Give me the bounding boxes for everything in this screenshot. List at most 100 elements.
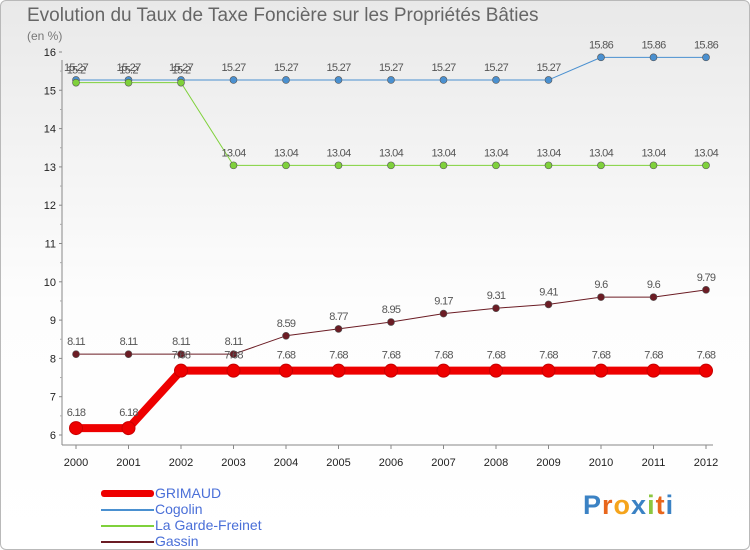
data-point-cogolin [282,76,290,84]
data-label-gassin: 9.17 [434,296,453,308]
series-group [69,53,713,436]
data-point-la-garde-freinet [177,78,185,87]
data-label-la-garde-freinet: 13.04 [431,147,456,159]
data-point-cogolin [439,76,448,84]
logo-letter: t [655,490,666,520]
data-point-cogolin [702,53,710,62]
data-label-grimaud: 7.68 [592,350,611,362]
data-point-grimaud [331,363,346,378]
data-label-cogolin: 15.27 [116,62,141,74]
data-point-la-garde-freinet [72,78,80,87]
x-tick-label: 2002 [169,457,193,469]
data-label-grimaud: 7.68 [382,350,401,362]
data-point-cogolin [229,76,238,84]
data-point-cogolin [492,76,500,84]
data-label-cogolin: 15.86 [589,39,614,51]
data-point-grimaud [489,363,503,378]
data-point-cogolin [649,53,658,62]
data-label-grimaud: 7.68 [224,350,243,362]
data-label-gassin: 8.11 [172,336,190,348]
y-tick-label: 10 [44,277,56,289]
data-label-la-garde-freinet: 15.2 [172,65,191,77]
data-label-cogolin: 15.27 [221,62,246,74]
data-point-la-garde-freinet [439,161,448,170]
y-tick-label: 7 [50,392,56,404]
logo-letter: i [647,490,656,520]
data-point-gassin [649,293,658,301]
data-point-gassin [124,350,133,358]
data-point-gassin [72,350,80,358]
data-label-la-garde-freinet: 13.04 [589,147,614,159]
data-point-grimaud [646,363,661,378]
data-point-gassin [597,293,605,301]
data-label-gassin: 8.11 [225,336,243,348]
data-point-la-garde-freinet [597,161,605,170]
data-point-grimaud [174,363,188,378]
data-point-gassin [439,309,448,318]
data-point-la-garde-freinet [702,161,710,170]
data-point-gassin [334,325,343,333]
y-tick-label: 6 [50,430,56,442]
data-label-cogolin: 15.27 [64,62,89,74]
data-point-grimaud [541,363,556,378]
data-point-la-garde-freinet [334,161,343,170]
data-point-gassin [702,286,710,294]
x-tick-label: 2011 [642,457,666,469]
y-tick-label: 9 [50,315,56,327]
series-line-grimaud [72,366,710,433]
data-point-la-garde-freinet [649,161,658,170]
data-point-grimaud [69,421,83,436]
data-label-gassin: 8.59 [277,318,296,330]
data-point-la-garde-freinet [544,161,553,170]
data-label-gassin: 9.6 [594,279,608,291]
x-tick-label: 2009 [536,457,560,469]
y-tick-label: 12 [44,200,56,212]
data-point-gassin [282,332,290,340]
logo-letter: x [631,490,648,520]
data-point-la-garde-freinet [282,161,290,170]
logo-letter: P [583,490,603,520]
legend-label-grimaud: GRIMAUD [155,485,222,501]
data-label-la-garde-freinet: 15.2 [67,65,86,77]
legend-label-cogolin: Cogolin [155,501,203,517]
y-tick-label: 8 [50,353,56,365]
data-label-la-garde-freinet: 13.04 [641,147,666,159]
axes-ticks: 6 7 8 9 10 11 12 13 14 15 16 2000 2001 2002 2003 2004 20… [44,47,718,469]
data-point-cogolin [387,76,395,84]
legend-label-gassin: Gassin [155,533,199,549]
data-label-grimaud: 7.68 [434,350,453,362]
data-label-gassin: 9.79 [697,272,716,284]
data-point-la-garde-freinet [492,161,500,170]
data-label-gassin: 8.11 [120,336,138,348]
x-tick-label: 2001 [116,457,140,469]
data-label-cogolin: 15.27 [326,62,351,74]
data-point-grimaud [121,421,136,436]
data-label-grimaud: 7.68 [644,350,663,362]
x-tick-label: 2010 [589,457,613,469]
data-label-cogolin: 15.27 [484,62,509,74]
chart-title: Evolution du Taux de Taxe Foncière sur l… [27,5,539,26]
x-tick-label: 2006 [379,457,403,469]
legend-label-la-garde-freinet: La Garde-Freinet [155,517,262,533]
data-label-grimaud: 7.68 [487,350,506,362]
proxiti-logo: Proxiti [583,490,674,521]
data-label-gassin: 9.41 [539,286,558,298]
data-label-la-garde-freinet: 13.04 [484,147,509,159]
data-label-la-garde-freinet: 15.2 [119,65,138,77]
data-label-grimaud: 7.68 [172,350,191,362]
y-tick-label: 11 [45,239,56,251]
data-point-grimaud [384,363,398,378]
data-label-grimaud: 6.18 [119,407,138,419]
data-label-cogolin: 15.27 [169,62,194,74]
data-point-grimaud [226,363,241,378]
x-tick-label: 2005 [326,457,350,469]
data-label-grimaud: 7.68 [277,350,296,362]
x-tick-label: 2003 [221,457,245,469]
data-label-grimaud: 7.68 [329,350,348,362]
data-point-cogolin [544,76,553,84]
legend-swatch-gassin [101,541,154,543]
data-label-gassin: 9.6 [647,279,661,291]
data-label-cogolin: 15.27 [431,62,456,74]
